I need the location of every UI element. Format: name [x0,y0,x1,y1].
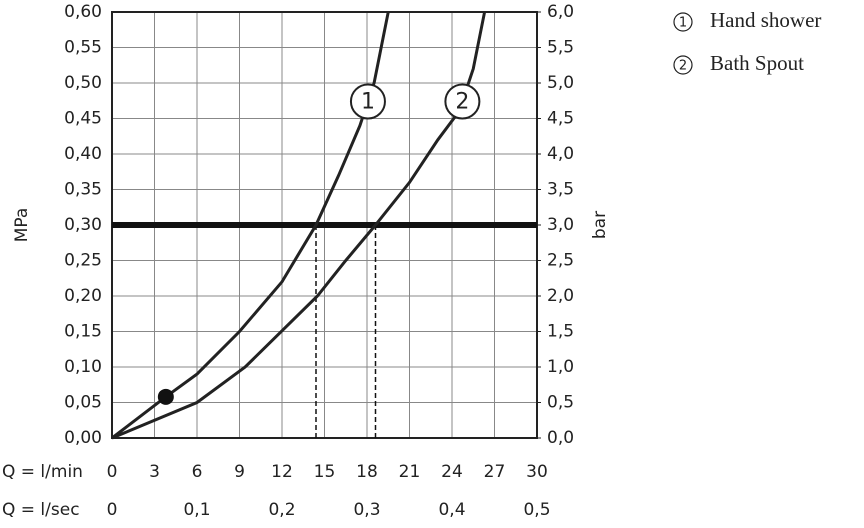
x-tick-label: 30 [526,462,548,482]
marker-point [157,388,174,405]
x-tick-label: 18 [356,462,378,482]
y2-tick-label: 1,0 [547,357,574,377]
y2-tick-label: 4,0 [547,144,574,164]
x-row-label: Q = l/min [2,462,83,482]
x-tick-label: 15 [314,462,336,482]
y2-tick-label: 3,5 [547,180,574,200]
curve [111,11,390,440]
y-tick-label: 0,40 [64,144,102,164]
x2-tick-label: 0,4 [438,500,465,520]
x-tick-label: 27 [484,462,506,482]
x-tick-label: 0 [107,462,118,482]
curve-label: 1 [361,89,375,114]
x2-row-label: Q = l/sec [2,500,80,520]
y-tick-label: 0,45 [64,109,102,129]
y-axis-label: MPa [12,208,32,243]
x2-tick-label: 0,2 [268,500,295,520]
y-tick-label: 0,20 [64,286,102,306]
x-tick-label: 3 [149,462,160,482]
y2-tick-label: 2,0 [547,286,574,306]
y2-tick-label: 1,5 [547,322,574,342]
y-tick-label: 0,50 [64,73,102,93]
y-tick-label: 0,35 [64,180,102,200]
legend-number: 1 [679,16,687,31]
curve-label: 2 [455,89,469,114]
x2-tick-label: 0,3 [353,500,380,520]
y2-tick-label: 5,0 [547,73,574,93]
x-tick-label: 12 [271,462,293,482]
y-tick-label: 0,25 [64,251,102,271]
legend-circle [673,55,693,75]
y-tick-label: 0,60 [64,2,102,22]
y2-tick-label: 0,0 [547,428,574,448]
y-tick-label: 0,05 [64,393,102,413]
y2-tick-label: 5,5 [547,38,574,58]
x-tick-label: 24 [441,462,463,482]
y-tick-label: 0,30 [64,215,102,235]
legend-entry: Bath Spout [710,51,804,75]
x-tick-label: 21 [399,462,421,482]
y2-tick-label: 6,0 [547,2,574,22]
x-tick-label: 6 [192,462,203,482]
y2-tick-label: 2,5 [547,251,574,271]
y-tick-label: 0,00 [64,428,102,448]
x2-tick-label: 0 [107,500,118,520]
x2-tick-label: 0,1 [183,500,210,520]
y2-tick-label: 0,5 [547,393,574,413]
curve-label-circle [444,83,481,120]
curve-label-circle [349,83,386,120]
y2-axis-label: bar [590,211,610,239]
legend-number: 2 [679,59,687,74]
y-tick-label: 0,10 [64,357,102,377]
legend-circle [673,12,693,32]
legend-entry: Hand shower [710,8,821,32]
y-tick-label: 0,55 [64,38,102,58]
x-tick-label: 9 [234,462,245,482]
y2-tick-label: 3,0 [547,215,574,235]
x2-tick-label: 0,5 [523,500,550,520]
y2-tick-label: 4,5 [547,109,574,129]
y-tick-label: 0,15 [64,322,102,342]
